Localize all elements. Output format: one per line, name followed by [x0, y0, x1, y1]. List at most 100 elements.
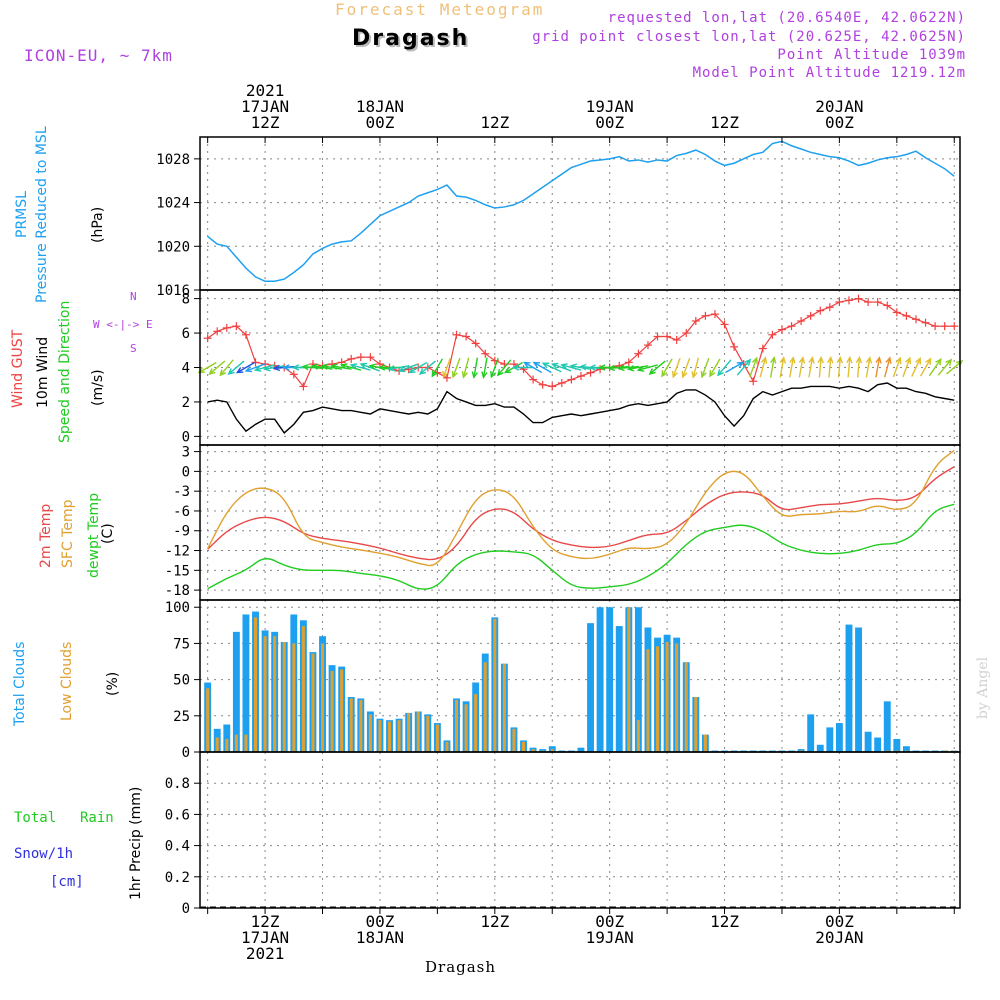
total-clouds-bar	[606, 607, 614, 752]
wind-direction-arrowhead	[626, 365, 635, 372]
wind-direction-arrow	[228, 360, 245, 375]
wind-direction-arrowhead	[408, 367, 416, 374]
low-clouds-bar	[493, 618, 497, 752]
wind-direction-arrowhead	[431, 370, 438, 378]
wind-direction-arrow	[462, 357, 470, 378]
time-label-top: 00Z	[595, 113, 624, 132]
wind-direction-arrow	[561, 364, 582, 371]
wind-direction-arrow	[749, 357, 758, 378]
wind-direction-arrow	[883, 357, 891, 378]
wind-direction-arrow	[490, 357, 499, 378]
point-altitude: Point Altitude 1039m	[777, 47, 966, 63]
total-clouds-bar	[816, 744, 824, 752]
wind-direction-arrow	[828, 357, 832, 378]
wind-direction-arrow	[682, 357, 691, 378]
wind-direction-arrow	[482, 357, 488, 378]
wind-direction-arrowhead	[560, 363, 568, 370]
wind-direction-arrow	[798, 357, 804, 378]
low-clouds-bar	[359, 699, 363, 752]
wind-direction-arrow	[638, 364, 658, 371]
low-clouds-bar	[368, 714, 372, 752]
y-tick-label: 1020	[156, 239, 190, 255]
total-clouds-bar	[855, 627, 862, 752]
wind-speed-line	[207, 382, 955, 434]
wind-direction-arrowhead	[263, 365, 271, 372]
y-tick-label: 0.2	[165, 870, 190, 886]
y-tick-label: 0.4	[165, 839, 190, 855]
time-label-top: 17JAN	[241, 97, 289, 116]
total-clouds-bar	[902, 746, 910, 752]
low-clouds-bar	[703, 734, 707, 752]
low-clouds-bar	[531, 749, 535, 752]
wind-direction-arrow	[552, 363, 572, 372]
total-clouds-bar	[826, 727, 834, 752]
wind-direction-arrowhead	[885, 356, 892, 364]
wind-direction-arrowhead	[798, 356, 806, 364]
forecast-meteogram-title: Forecast Meteogram	[335, 0, 545, 19]
y-tick-label: 25	[173, 709, 190, 725]
temp-dewpt-line	[207, 503, 955, 590]
wind-direction-arrowhead	[779, 356, 787, 364]
wind-direction-arrow	[856, 357, 861, 378]
wind-direction-arrowhead	[935, 357, 942, 366]
low-clouds-bar	[340, 669, 344, 752]
wind-direction-arrowhead	[197, 367, 206, 374]
low-clouds-bar	[407, 712, 411, 752]
compass-we: W <-|-> E	[93, 318, 153, 331]
total-clouds-bar	[596, 607, 604, 752]
time-label-bottom: 18JAN	[356, 928, 404, 947]
y-tick-label: 1024	[156, 196, 190, 212]
model-label: ICON-EU, ~ 7km	[24, 46, 173, 65]
wind-direction-arrowhead	[607, 364, 616, 372]
time-label-bottom: 00Z	[365, 912, 394, 931]
wind-direction-arrowhead	[320, 363, 329, 370]
low-clouds-bar	[474, 694, 478, 752]
time-label-bottom: 17JAN	[241, 928, 289, 947]
wind-direction-arrowhead	[451, 370, 458, 379]
low-clouds-bar	[206, 688, 210, 752]
wind-direction-arrowhead	[481, 371, 488, 379]
time-label-top: 18JAN	[356, 97, 404, 116]
time-label-top: 00Z	[825, 113, 854, 132]
wind-direction-arrow	[341, 364, 362, 371]
wind-direction-arrow	[709, 358, 721, 377]
wind-direction-arrowhead	[301, 363, 309, 371]
wind-direction-arrowhead	[808, 356, 815, 364]
time-label-bottom: 12Z	[251, 912, 280, 931]
wind-direction-arrowhead	[541, 362, 550, 369]
wind-direction-arrowhead	[846, 355, 853, 364]
wind-direction-arrowhead	[836, 355, 844, 364]
time-label-top: 20JAN	[815, 97, 863, 116]
model-point-altitude: Model Point Altitude 1219.12m	[692, 65, 966, 81]
low-clouds-bar	[301, 626, 305, 752]
wind-direction-arrowhead	[751, 356, 758, 365]
wind-direction-arrow	[360, 363, 381, 372]
wind-direction-arrow	[672, 357, 681, 378]
time-label-top: 12Z	[251, 113, 280, 132]
low-clouds-bar	[636, 720, 640, 752]
wind-direction-arrowhead	[736, 361, 745, 368]
wind-direction-arrowhead	[827, 355, 834, 364]
total-clouds-bar	[807, 714, 815, 752]
y-tick-label: 0	[182, 745, 190, 761]
low-clouds-bar	[397, 720, 401, 752]
wind-direction-arrowhead	[349, 363, 358, 370]
wind-direction-arrowhead	[760, 356, 768, 364]
low-clouds-bar	[282, 641, 286, 752]
wind-direction-arrowhead	[648, 368, 656, 375]
wind-direction-arrowhead	[397, 366, 406, 373]
wind-direction-arrow	[389, 365, 410, 370]
wind-direction-arrow	[209, 360, 226, 375]
wind-direction-arrowhead	[490, 370, 497, 379]
wind-direction-arrow	[928, 358, 942, 377]
wind-direction-arrow	[692, 357, 700, 378]
wind-direction-arrowhead	[235, 367, 244, 374]
temp-2m-line	[207, 466, 955, 561]
wind-direction-arrowhead	[636, 365, 645, 372]
low-clouds-bar	[464, 704, 468, 752]
time-label-bottom: 2021	[246, 944, 285, 963]
y-tick-label: -9	[173, 524, 190, 540]
y-tick-label: 0.6	[165, 807, 190, 823]
time-label-top: 00Z	[365, 113, 394, 132]
wind-direction-arrow	[725, 361, 744, 374]
